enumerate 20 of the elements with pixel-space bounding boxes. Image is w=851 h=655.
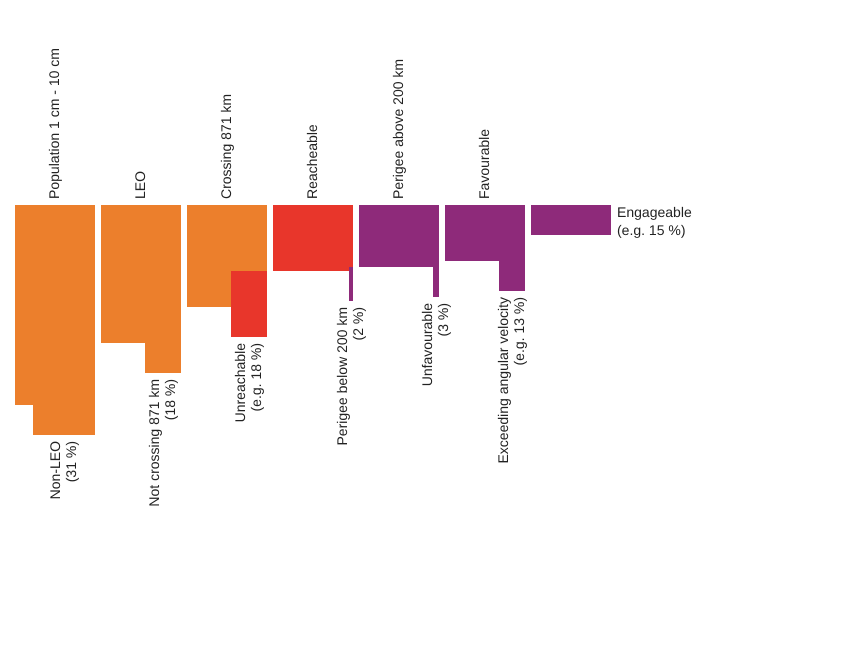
- data-label: (3 %): [435, 303, 451, 336]
- data-label: (31 %): [63, 441, 79, 482]
- category-label: Not crossing 871 km: [146, 379, 162, 507]
- text: Population 1 cm - 10 cm: [46, 48, 62, 199]
- category-label: Perigee below 200 km: [334, 307, 350, 446]
- category-label: Exceeding angular velocity: [495, 297, 511, 464]
- data-label: (18 %): [162, 379, 178, 420]
- data-label: (e.g. 15 %): [617, 222, 686, 238]
- text: LEO: [132, 170, 148, 199]
- data-label: (e.g. 18 %): [248, 343, 264, 412]
- text: Perigee above 200 km: [390, 58, 406, 199]
- category-label: Unfavourable: [419, 302, 435, 386]
- text: Reacheable: [304, 124, 320, 199]
- category-label: Engageable: [617, 204, 692, 220]
- data-label: (e.g. 13 %): [511, 297, 527, 366]
- text: Crossing 871 km: [218, 94, 234, 199]
- data-label: (2 %): [350, 307, 366, 340]
- text: Favourable: [476, 128, 492, 199]
- category-label: Unreachable: [232, 342, 248, 422]
- category-label: Non-LEO: [47, 440, 63, 500]
